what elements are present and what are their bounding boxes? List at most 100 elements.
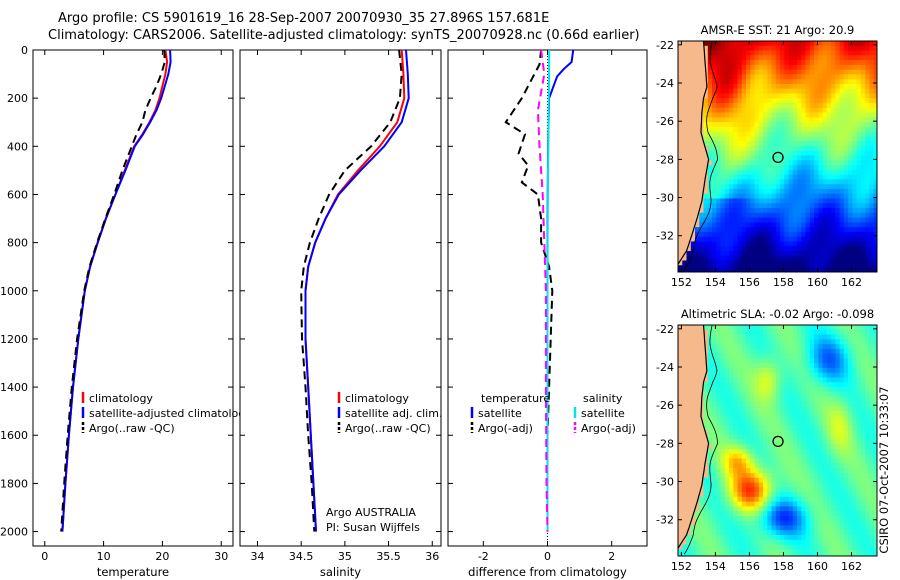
heatmap-cell xyxy=(754,246,760,252)
heatmap-cell xyxy=(839,136,845,142)
heatmap-cell xyxy=(835,363,841,369)
heatmap-cell xyxy=(686,348,692,355)
heatmap-cell xyxy=(835,193,841,200)
heatmap-cell xyxy=(801,126,807,133)
heatmap-cell xyxy=(682,420,688,426)
heatmap-cell xyxy=(720,439,726,445)
heatmap-cell xyxy=(869,45,875,52)
heatmap-cell xyxy=(788,255,794,262)
heatmap-cell xyxy=(758,406,764,412)
heatmap-cell xyxy=(831,496,836,503)
heatmap-cell xyxy=(724,169,730,176)
heatmap-cell xyxy=(809,103,815,109)
heatmap-cell xyxy=(707,439,713,445)
heatmap-cell xyxy=(678,131,683,138)
heatmap-cell xyxy=(805,439,811,445)
heatmap-cell xyxy=(809,334,815,340)
heatmap-cell xyxy=(682,155,688,161)
heatmap-cell xyxy=(686,501,692,507)
heatmap-cell xyxy=(873,434,877,441)
heatmap-cell xyxy=(801,69,807,75)
heatmap-cell xyxy=(724,103,730,109)
heatmap-cell xyxy=(852,174,858,180)
heatmap-cell xyxy=(848,463,853,469)
heatmap-cell xyxy=(848,430,853,436)
heatmap-cell xyxy=(826,174,832,180)
heatmap-cell xyxy=(678,260,683,266)
heatmap-cell xyxy=(690,444,696,450)
heatmap-cell xyxy=(767,449,773,455)
heatmap-cell xyxy=(869,275,874,280)
heatmap-cell xyxy=(775,45,781,52)
heatmap-cell xyxy=(856,84,862,90)
heatmap-cell xyxy=(822,439,828,445)
heatmap-cell xyxy=(784,174,790,180)
heatmap-cell xyxy=(792,363,798,369)
heatmap-cell xyxy=(707,406,713,412)
heatmap-cell xyxy=(690,449,696,455)
heatmap-cell xyxy=(707,396,713,402)
heatmap-cell xyxy=(835,344,841,350)
heatmap-cell xyxy=(754,420,760,426)
heatmap-cell xyxy=(839,260,845,266)
heatmap-cell xyxy=(699,334,705,340)
heatmap-cell xyxy=(720,430,726,436)
heatmap-cell xyxy=(873,544,877,550)
heatmap-cell xyxy=(835,169,841,176)
heatmap-cell xyxy=(792,444,798,450)
heatmap-cell xyxy=(873,539,877,546)
heatmap-cell xyxy=(797,103,802,109)
heatmap-cell xyxy=(852,55,858,61)
heatmap-cell xyxy=(801,150,807,157)
heatmap-cell xyxy=(788,415,794,422)
heatmap-cell xyxy=(699,265,705,271)
heatmap-cell xyxy=(822,353,828,359)
heatmap-cell xyxy=(746,222,751,228)
heatmap-cell xyxy=(848,136,853,142)
heatmap-cell xyxy=(865,222,870,228)
heatmap-cell xyxy=(860,473,866,479)
heatmap-cell xyxy=(797,425,802,431)
heatmap-cell xyxy=(831,160,836,166)
heatmap-cell xyxy=(763,122,768,128)
heatmap-cell xyxy=(737,396,743,402)
heatmap-cell xyxy=(720,458,726,464)
heatmap-cell xyxy=(699,184,705,190)
heatmap-cell xyxy=(801,107,807,114)
heatmap-cell xyxy=(865,387,870,393)
heatmap-cell xyxy=(690,501,696,507)
heatmap-cell xyxy=(792,222,798,228)
heatmap-cell xyxy=(767,425,773,431)
x-tick-label: 162 xyxy=(841,276,862,289)
heatmap-cell xyxy=(839,193,845,200)
heatmap-cell xyxy=(724,41,730,47)
heatmap-cell xyxy=(780,69,785,75)
heatmap-cell xyxy=(788,217,794,223)
heatmap-cell xyxy=(818,64,824,71)
heatmap-cell xyxy=(763,348,768,355)
heatmap-cell xyxy=(822,146,828,152)
heatmap-cell xyxy=(797,265,802,271)
heatmap-cell xyxy=(788,169,794,176)
heatmap-cell xyxy=(869,217,875,223)
heatmap-cell xyxy=(865,501,870,507)
heatmap-cell xyxy=(805,368,811,374)
heatmap-cell xyxy=(750,477,756,484)
heatmap-cell xyxy=(784,93,790,99)
heatmap-cell xyxy=(835,515,841,522)
heatmap-cell xyxy=(754,358,760,364)
heatmap-cell xyxy=(874,275,879,280)
heatmap-cell xyxy=(716,212,722,219)
heatmap-cell xyxy=(741,107,747,114)
legend-entry-3-label: Argo(..raw -QC) xyxy=(345,422,431,435)
heatmap-cell xyxy=(826,344,832,350)
heatmap-cell xyxy=(805,64,811,71)
heatmap-cell xyxy=(835,160,841,166)
heatmap-cell xyxy=(699,329,705,336)
heatmap-cell xyxy=(805,84,811,90)
heatmap-cell xyxy=(758,203,764,209)
heatmap-cell xyxy=(852,368,858,374)
heatmap-cell xyxy=(686,126,692,133)
heatmap-cell xyxy=(763,189,768,195)
heatmap-cell xyxy=(699,387,705,393)
